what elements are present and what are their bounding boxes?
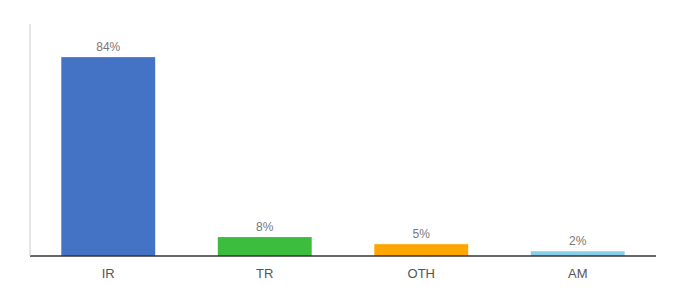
x-tick-label: TR <box>256 266 273 281</box>
x-axis-line <box>30 255 656 257</box>
x-tick-label: AM <box>568 266 588 281</box>
data-label: 8% <box>256 220 274 234</box>
data-label: 2% <box>569 234 587 248</box>
x-tick-label: IR <box>102 266 115 281</box>
x-tick-label: OTH <box>408 266 435 281</box>
y-axis-line <box>30 24 31 256</box>
bar <box>374 244 468 256</box>
data-label: 5% <box>413 227 431 241</box>
data-label: 84% <box>96 40 120 54</box>
chart-container: 84% 8% 5% 2% IR TR OTH AM <box>0 0 680 300</box>
bar <box>61 57 155 256</box>
chart: 84% 8% 5% 2% IR TR OTH AM <box>0 0 680 300</box>
bars <box>61 57 624 256</box>
bar <box>218 237 312 256</box>
